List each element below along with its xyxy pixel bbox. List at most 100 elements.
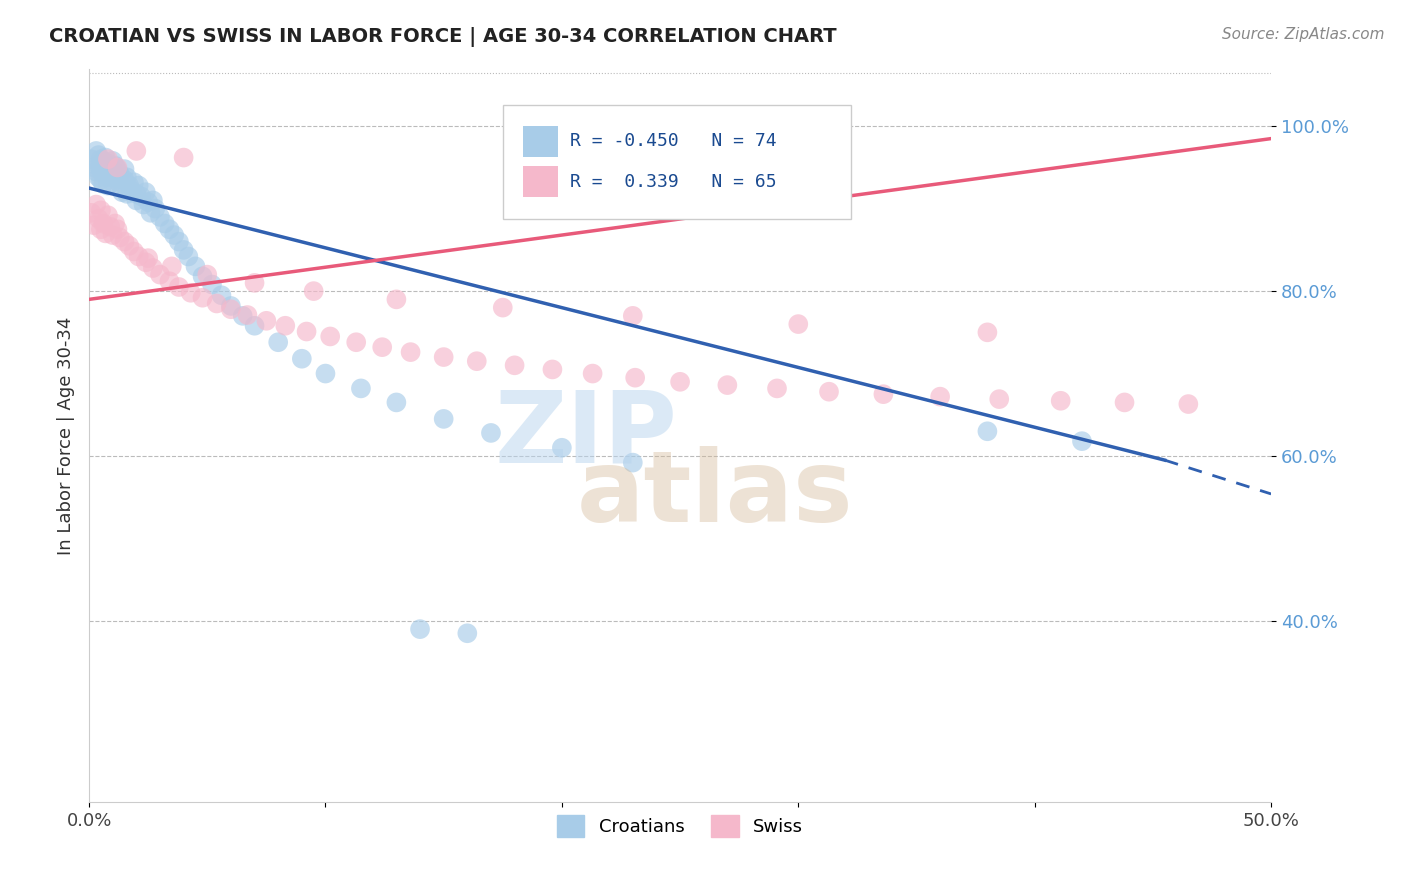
Text: CROATIAN VS SWISS IN LABOR FORCE | AGE 30-34 CORRELATION CHART: CROATIAN VS SWISS IN LABOR FORCE | AGE 3…	[49, 27, 837, 46]
Point	[160, 260, 183, 274]
Point	[84, 164, 107, 178]
Point	[125, 194, 148, 208]
Point	[107, 222, 129, 236]
Point	[128, 250, 150, 264]
Point	[205, 296, 228, 310]
Point	[163, 228, 186, 243]
Bar	[523, 166, 558, 197]
Point	[243, 276, 266, 290]
Point	[766, 381, 789, 395]
Point	[621, 456, 644, 470]
Point	[108, 177, 131, 191]
Point	[122, 244, 145, 259]
Point	[456, 626, 478, 640]
Point	[295, 325, 318, 339]
Point	[97, 208, 120, 222]
Point	[107, 161, 129, 175]
Point	[125, 186, 148, 201]
Point	[274, 318, 297, 333]
Point	[114, 162, 136, 177]
Point	[1177, 397, 1199, 411]
Point	[371, 340, 394, 354]
Point	[818, 384, 841, 399]
Text: Source: ZipAtlas.com: Source: ZipAtlas.com	[1222, 27, 1385, 42]
Point	[114, 173, 136, 187]
Point	[104, 169, 127, 183]
Point	[107, 162, 129, 177]
Point	[314, 367, 336, 381]
Point	[236, 308, 259, 322]
Point	[83, 161, 105, 175]
Point	[1049, 393, 1071, 408]
Point	[90, 203, 112, 218]
Point	[101, 228, 124, 243]
Point	[191, 291, 214, 305]
Point	[1114, 395, 1136, 409]
Point	[87, 159, 110, 173]
Point	[122, 175, 145, 189]
Point	[976, 424, 998, 438]
Point	[94, 227, 117, 241]
Point	[177, 250, 200, 264]
Point	[139, 206, 162, 220]
Point	[135, 185, 157, 199]
Point	[83, 218, 105, 232]
Point	[180, 285, 202, 300]
Point	[115, 186, 138, 201]
Point	[872, 387, 894, 401]
Point	[90, 173, 112, 187]
Point	[118, 178, 141, 193]
Point	[319, 329, 342, 343]
Point	[80, 152, 103, 166]
Point	[135, 255, 157, 269]
Point	[97, 178, 120, 193]
Point	[399, 345, 422, 359]
Text: R = -0.450   N = 74: R = -0.450 N = 74	[571, 132, 776, 150]
Point	[98, 170, 121, 185]
Point	[136, 195, 159, 210]
Point	[716, 378, 738, 392]
Point	[142, 260, 165, 275]
Point	[167, 235, 190, 249]
Point	[409, 622, 432, 636]
Text: atlas: atlas	[578, 446, 853, 542]
Text: ZIP: ZIP	[494, 387, 676, 483]
Point	[87, 148, 110, 162]
Point	[91, 153, 114, 168]
FancyBboxPatch shape	[503, 105, 852, 219]
Point	[243, 318, 266, 333]
Point	[184, 260, 207, 274]
Point	[115, 170, 138, 185]
Point	[929, 390, 952, 404]
Point	[118, 239, 141, 253]
Point	[97, 169, 120, 183]
Point	[232, 309, 254, 323]
Point	[385, 395, 408, 409]
Point	[90, 222, 112, 236]
Legend: Croatians, Swiss: Croatians, Swiss	[550, 808, 810, 845]
Point	[91, 167, 114, 181]
Point	[84, 144, 107, 158]
Point	[465, 354, 488, 368]
Point	[302, 284, 325, 298]
Point	[98, 161, 121, 175]
Point	[551, 441, 574, 455]
Point	[167, 280, 190, 294]
Point	[153, 217, 176, 231]
Point	[121, 184, 143, 198]
Point	[159, 274, 181, 288]
Point	[621, 309, 644, 323]
Point	[91, 217, 114, 231]
Point	[385, 293, 408, 307]
Point	[101, 153, 124, 168]
Point	[195, 268, 218, 282]
Point	[101, 175, 124, 189]
Point	[191, 269, 214, 284]
Point	[90, 152, 112, 166]
Point	[433, 412, 456, 426]
Point	[142, 194, 165, 208]
Point	[267, 335, 290, 350]
Point	[125, 144, 148, 158]
Point	[104, 159, 127, 173]
Point	[211, 288, 233, 302]
